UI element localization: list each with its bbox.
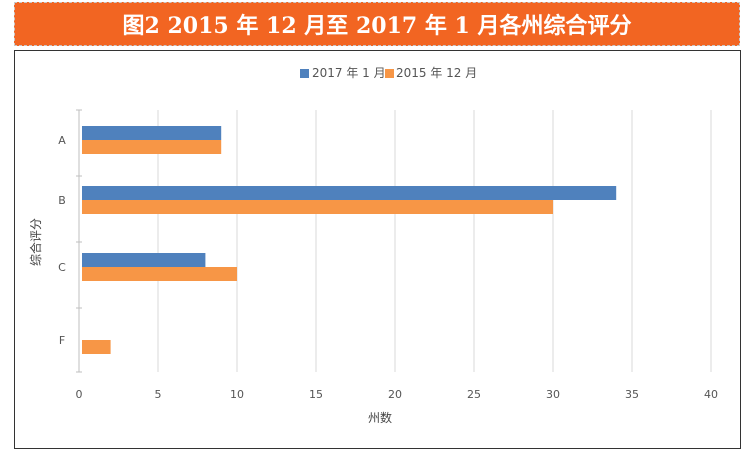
y-tick-label-A: A xyxy=(58,134,66,147)
x-tick-label-20: 20 xyxy=(388,388,402,401)
legend-swatch-2 xyxy=(385,69,394,78)
x-tick-label-10: 10 xyxy=(230,388,244,401)
legend-label-2: 2015 年 12 月 xyxy=(396,66,477,80)
legend-label-1: 2017 年 1 月 xyxy=(312,66,386,80)
legend-swatch-1 xyxy=(300,69,309,78)
bar-A-series-2 xyxy=(82,140,222,154)
bar-B-series-2 xyxy=(82,200,553,214)
x-tick-label-25: 25 xyxy=(467,388,481,401)
bars-layer xyxy=(82,126,617,354)
x-axis-title: 州数 xyxy=(368,410,392,425)
bar-B-series-1 xyxy=(82,186,617,200)
title-bar: 图2 2015 年 12 月至 2017 年 1 月各州综合评分 xyxy=(14,2,740,46)
legend: 2017 年 1 月 2015 年 12 月 xyxy=(300,66,477,80)
y-tick-label-C: C xyxy=(58,261,66,274)
page-title: 图2 2015 年 12 月至 2017 年 1 月各州综合评分 xyxy=(122,13,632,39)
x-tick-label-30: 30 xyxy=(546,388,560,401)
y-tick-label-F: F xyxy=(59,334,65,347)
y-tick-label-B: B xyxy=(58,194,66,207)
bar-F-series-2 xyxy=(82,340,111,354)
y-axis-title: 综合评分 xyxy=(28,218,43,266)
x-tick-label-5: 5 xyxy=(155,388,162,401)
x-tick-label-0: 0 xyxy=(76,388,83,401)
bar-C-series-1 xyxy=(82,253,206,267)
x-tick-label-35: 35 xyxy=(625,388,639,401)
x-tick-label-15: 15 xyxy=(309,388,323,401)
bar-A-series-1 xyxy=(82,126,222,140)
x-tick-label-40: 40 xyxy=(704,388,718,401)
x-tick-labels: 0 5 10 15 20 25 30 35 40 xyxy=(76,388,719,401)
bar-C-series-2 xyxy=(82,267,237,281)
chart-frame xyxy=(14,50,741,449)
y-tick-labels: A B C F xyxy=(58,134,66,347)
